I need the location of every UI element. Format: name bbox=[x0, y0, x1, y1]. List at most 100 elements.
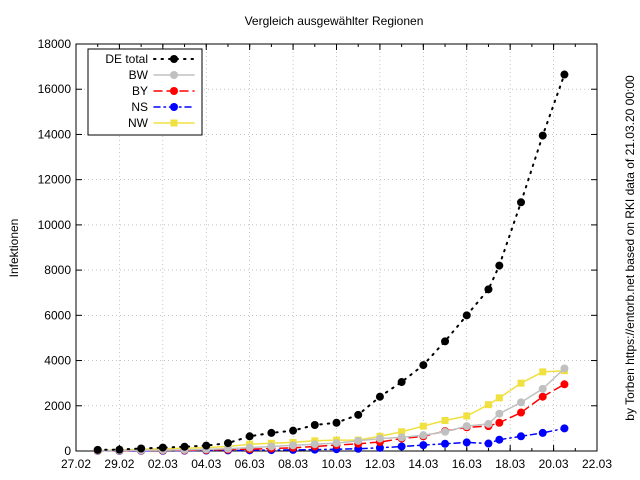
data-point bbox=[289, 441, 298, 450]
data-point bbox=[375, 392, 384, 401]
data-point bbox=[462, 438, 471, 447]
data-point bbox=[539, 368, 547, 376]
y-tick-label: 16000 bbox=[38, 82, 72, 96]
data-point bbox=[398, 428, 406, 436]
legend-marker bbox=[170, 119, 178, 127]
grid bbox=[76, 44, 597, 451]
series-layer bbox=[93, 70, 569, 455]
legend-marker bbox=[170, 71, 178, 79]
data-point bbox=[354, 410, 363, 419]
series-line bbox=[96, 369, 566, 452]
x-tick-label: 22.03 bbox=[582, 457, 612, 471]
data-point bbox=[538, 428, 547, 437]
data-point bbox=[267, 428, 276, 437]
side-note: by Torben https://entorb.net based on RK… bbox=[623, 75, 637, 421]
legend-marker bbox=[170, 55, 178, 63]
legend-label: NW bbox=[128, 116, 149, 130]
legend-entry: NS bbox=[131, 100, 195, 114]
data-point bbox=[245, 443, 254, 452]
data-point bbox=[495, 409, 504, 418]
data-point bbox=[223, 439, 232, 448]
data-point bbox=[397, 378, 406, 387]
x-tick-label: 14.03 bbox=[408, 457, 438, 471]
data-point bbox=[419, 361, 428, 370]
data-point bbox=[93, 445, 102, 454]
data-point bbox=[397, 433, 406, 442]
legend-box bbox=[87, 48, 203, 136]
legend-entry: NW bbox=[128, 116, 195, 130]
series-line bbox=[96, 367, 566, 452]
data-point bbox=[484, 401, 492, 409]
series-bw bbox=[93, 364, 569, 455]
data-point bbox=[332, 439, 341, 448]
y-tick-label: 18000 bbox=[38, 37, 72, 51]
data-point bbox=[332, 418, 341, 427]
y-tick-label: 8000 bbox=[44, 263, 71, 277]
data-point bbox=[560, 70, 569, 79]
legend-entry: DE total bbox=[105, 52, 195, 66]
data-point bbox=[538, 384, 547, 393]
data-point bbox=[375, 443, 384, 452]
legend-marker bbox=[170, 103, 178, 111]
data-point bbox=[495, 418, 504, 427]
data-point bbox=[397, 442, 406, 451]
data-point bbox=[484, 285, 493, 294]
data-point bbox=[463, 412, 471, 420]
data-point bbox=[419, 431, 428, 440]
data-point bbox=[484, 419, 493, 428]
data-point bbox=[245, 432, 254, 441]
y-tick-label: 0 bbox=[64, 444, 71, 458]
legend: DE total BW BY NS NW bbox=[87, 48, 203, 136]
data-point bbox=[354, 436, 363, 445]
y-tick-label: 2000 bbox=[44, 399, 71, 413]
data-point bbox=[180, 442, 189, 451]
data-point bbox=[441, 439, 450, 448]
data-point bbox=[495, 435, 504, 444]
legend-label: BW bbox=[129, 68, 149, 82]
data-point bbox=[441, 337, 450, 346]
data-point bbox=[517, 379, 525, 387]
data-point bbox=[495, 261, 504, 270]
legend-label: DE total bbox=[105, 52, 148, 66]
x-tick-label: 04.03 bbox=[191, 457, 221, 471]
data-point bbox=[137, 444, 146, 453]
x-tick-label: 29.02 bbox=[104, 457, 134, 471]
data-point bbox=[462, 311, 471, 320]
data-point bbox=[517, 398, 526, 407]
data-point bbox=[495, 394, 503, 402]
y-tick-label: 12000 bbox=[38, 173, 72, 187]
chart-title: Vergleich ausgewählter Regionen bbox=[245, 14, 424, 28]
axes: 0 2000 4000 6000 8000 10000 12000 14000 16000 180… bbox=[38, 37, 613, 471]
x-tick-label: 16.03 bbox=[452, 457, 482, 471]
y-tick-label: 10000 bbox=[38, 218, 72, 232]
x-tick-label: 18.03 bbox=[495, 457, 525, 471]
series-de-total bbox=[93, 70, 569, 454]
x-tick-label: 06.03 bbox=[235, 457, 265, 471]
y-axis-label: Infektionen bbox=[7, 219, 21, 278]
data-point bbox=[158, 443, 167, 452]
data-point bbox=[517, 408, 526, 417]
data-point bbox=[517, 432, 526, 441]
y-tick-label: 6000 bbox=[44, 308, 71, 322]
data-point bbox=[538, 131, 547, 140]
data-point bbox=[310, 440, 319, 449]
x-tick-label: 10.03 bbox=[321, 457, 351, 471]
legend-label: NS bbox=[131, 100, 148, 114]
data-point bbox=[441, 416, 449, 424]
y-tick-label: 4000 bbox=[44, 354, 71, 368]
data-point bbox=[223, 444, 232, 453]
x-tick-label: 12.03 bbox=[365, 457, 395, 471]
x-tick-label: 08.03 bbox=[278, 457, 308, 471]
legend-entry: BY bbox=[132, 84, 195, 98]
data-point bbox=[202, 441, 211, 450]
data-point bbox=[441, 427, 450, 436]
data-point bbox=[560, 424, 569, 433]
legend-entry: BW bbox=[129, 68, 195, 82]
y-tick-label: 14000 bbox=[38, 127, 72, 141]
data-point bbox=[462, 422, 471, 431]
data-point bbox=[419, 441, 428, 450]
data-point bbox=[484, 439, 493, 448]
data-point bbox=[375, 434, 384, 443]
data-point bbox=[310, 420, 319, 429]
